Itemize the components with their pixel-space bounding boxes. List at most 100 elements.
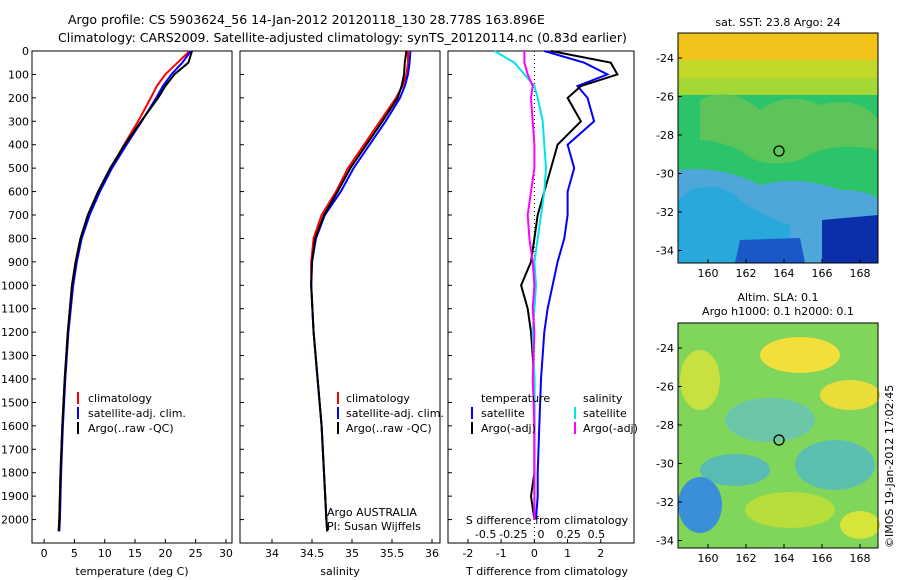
map-y-tick-label: -34 [656,535,674,548]
legend-satellite: satellite-adj. clim. [346,407,444,420]
y-tick-label: 700 [8,209,29,222]
map-y-tick-label: -24 [656,52,674,65]
map-y-tick-label: -32 [656,496,674,509]
sla-map [677,322,880,549]
series-line-0-2 [57,50,193,532]
sst-deep-blue-patch [735,238,805,263]
x-tick-label: -1 [496,547,507,560]
profile-curves [57,50,619,543]
legend-sal-satellite: satellite [583,407,627,420]
map-y-tick-label: -30 [656,458,674,471]
y-tick-label: 100 [8,68,29,81]
y-tick-label: 500 [8,162,29,175]
salinity-panel-frame [239,50,441,544]
legend-temp-satellite: satellite [481,407,525,420]
x-tick-label: 10 [98,547,112,560]
x-tick-label: 35.5 [380,547,405,560]
map-x-tick-label: 166 [812,552,833,565]
x-tick-label: 35 [345,547,359,560]
x-tick-label: 2 [597,547,604,560]
y-tick-label: 1800 [1,467,29,480]
y-tick-label: 300 [8,115,29,128]
series-line-1-0 [310,51,409,532]
map-y-tick-label: -34 [656,245,674,258]
legend-temp-argo: Argo(-adj) [481,422,536,435]
map-axis-ticks: 160 162 164 166 168 -24 -26 -28 -30 -32 -34 160 162 1… [656,52,870,565]
axis-ticks: 0 5 10 15 20 25 300100200300400500600700800900… [1,45,605,560]
s-diff-tick-label: 0.5 [588,528,606,541]
sst-map-title: sat. SST: 23.8 Argo: 24 [715,16,840,29]
s-diff-tick-label: -0.5 [475,528,496,541]
legend-sal-title: salinity [583,392,623,405]
y-tick-label: 1200 [1,326,29,339]
map-y-tick-label: -28 [656,419,674,432]
sla-high-patch [760,337,840,373]
x-tick-label: 34 [265,547,279,560]
map-y-tick-label: -26 [656,91,674,104]
legend-satellite: satellite-adj. clim. [88,407,186,420]
series-line-1-2 [310,50,408,532]
y-tick-label: 1000 [1,279,29,292]
sst-map-frame [677,32,879,264]
y-tick-label: 600 [8,186,29,199]
y-tick-label: 1900 [1,490,29,503]
legend-argo: Argo(..raw -QC) [346,422,432,435]
legend-argo: Argo(..raw -QC) [88,422,174,435]
map-y-tick-label: -26 [656,381,674,394]
map-x-tick-label: 160 [698,552,719,565]
sla-low-patch [700,454,770,486]
map-y-tick-label: -32 [656,206,674,219]
sla-map-title2: Argo h1000: 0.1 h2000: 0.1 [702,305,854,318]
series-line-2-0 [535,50,610,520]
x-tick-label: 34.5 [300,547,325,560]
y-tick-label: 1300 [1,350,29,363]
map-y-tick-label: -24 [656,342,674,355]
legend-climatology: climatology [346,392,410,405]
sla-map-title1: Altim. SLA: 0.1 [737,291,818,304]
sla-low-patch [725,398,815,442]
sla-map-frame [677,322,879,549]
legend-climatology: climatology [88,392,152,405]
sst-yellowgreen-band [678,60,878,95]
map-x-tick-label: 168 [850,267,871,280]
y-tick-label: 1600 [1,420,29,433]
sst-mid-patch [700,94,878,164]
y-tick-label: 900 [8,256,29,269]
argo-country-note: Argo AUSTRALIA [327,506,417,519]
s-diff-tick-label: 0.25 [556,528,581,541]
y-tick-label: 200 [8,92,29,105]
x-tick-label: 1 [564,547,571,560]
imos-credit: ©IMOS 19-Jan-2012 17:02:45 [883,385,896,548]
y-tick-label: 1500 [1,396,29,409]
x-tick-label: 20 [158,547,172,560]
legend-sal-argo: Argo(-adj) [583,422,638,435]
sst-argo-location-marker [773,145,785,157]
map-x-tick-label: 162 [736,267,757,280]
map-x-tick-label: 162 [736,552,757,565]
temperature-panel-frame [31,50,233,544]
sla-deep-low-patch [678,477,722,533]
map-x-tick-label: 160 [698,267,719,280]
x-tick-label: 25 [189,547,203,560]
sla-high-patch [840,511,880,539]
map-x-tick-label: 166 [812,267,833,280]
sla-argo-location-marker [773,434,785,446]
sla-high-patch [820,380,880,410]
x-tick-label: 15 [128,547,142,560]
legend-temp-title: temperature [481,392,550,405]
difference-legend: temperature satellite Argo(-adj) salinit… [471,392,638,435]
map-y-tick-label: -28 [656,129,674,142]
x-tick-label: 30 [219,547,233,560]
salinity-xlabel: salinity [320,565,360,578]
sla-high-patch [680,350,720,410]
argo-pi-note: PI: Susan Wijffels [327,520,421,533]
map-x-tick-label: 164 [774,267,795,280]
y-tick-label: 1100 [1,303,29,316]
s-diff-tick-label: 0 [538,528,545,541]
sla-low-patch [795,440,875,490]
sla-high-patch [745,492,835,528]
map-x-tick-label: 168 [850,552,871,565]
y-tick-label: 0 [22,45,29,58]
map-x-tick-label: 164 [774,552,795,565]
